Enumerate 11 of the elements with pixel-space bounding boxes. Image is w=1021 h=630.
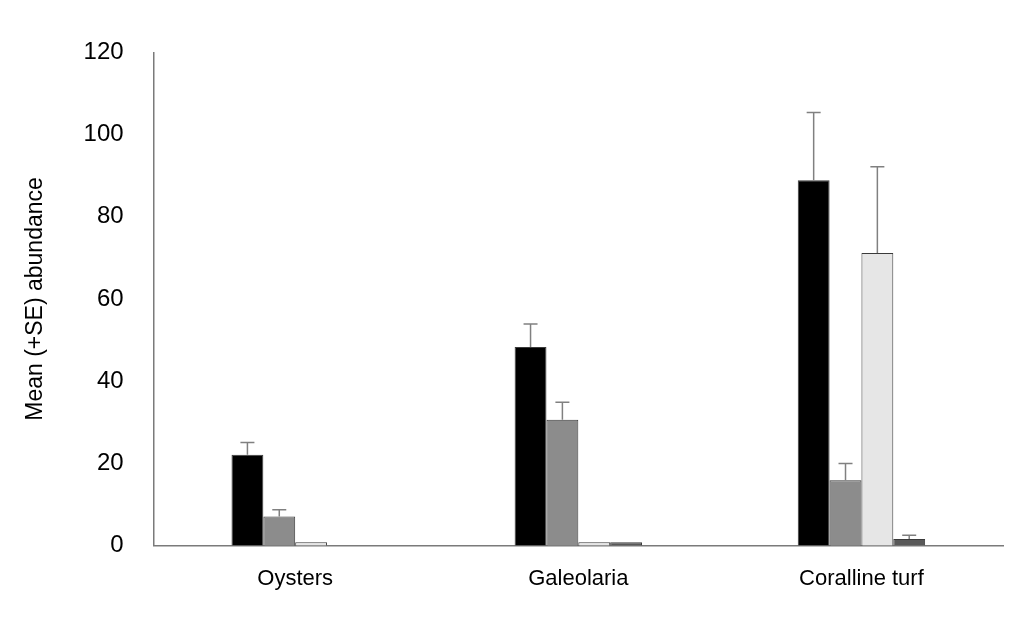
y-tick-label: 20 <box>96 448 124 476</box>
y-tick-label: 40 <box>96 365 124 393</box>
x-tick-label: Galeolaria <box>528 564 630 590</box>
y-tick-label: 80 <box>96 201 124 229</box>
y-tick-label: 60 <box>96 283 124 311</box>
y-tick-label: 100 <box>83 119 124 147</box>
x-tick-label: Oysters <box>257 564 334 590</box>
y-axis-title: Mean (+SE) abundance <box>21 177 48 421</box>
x-tick-label: Coralline turf <box>799 564 925 590</box>
y-tick-label: 0 <box>110 530 124 558</box>
y-tick-label: 120 <box>83 37 124 65</box>
